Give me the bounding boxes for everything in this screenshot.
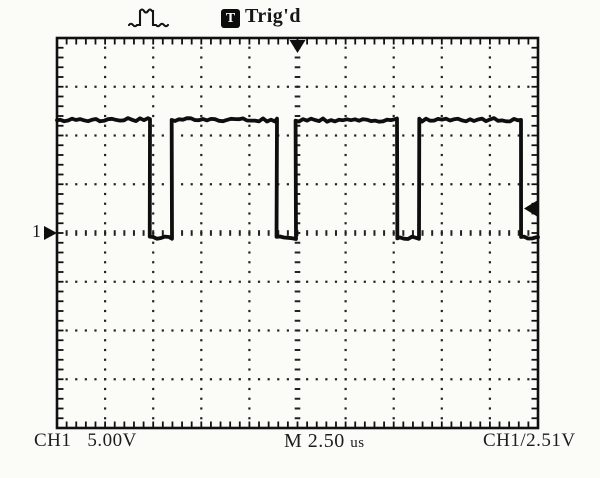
trigger-position-marker bbox=[289, 40, 306, 53]
ch1-scale-readout: CH1 5.00V bbox=[34, 430, 137, 452]
pulse-waveform-icon bbox=[128, 8, 170, 28]
graticule bbox=[55, 36, 540, 430]
channel1-reference-arrow bbox=[44, 226, 57, 240]
timebase-label: M bbox=[284, 430, 303, 452]
timebase-value: 2.50 bbox=[307, 430, 345, 452]
trigger-source-readout: CH1/2.51V bbox=[483, 430, 576, 452]
ch1-label: CH1 bbox=[34, 430, 72, 451]
trigger-level-marker bbox=[524, 200, 538, 218]
trigger-status-text: Trig'd bbox=[245, 5, 301, 27]
timebase-readout: M 2.50 us bbox=[284, 430, 365, 453]
channel1-reference-number: 1 bbox=[32, 221, 41, 241]
trigger-status-badge: T bbox=[221, 9, 240, 28]
ch1-waveform-trace bbox=[55, 116, 540, 241]
trigger-source-value: CH1/2.51V bbox=[483, 430, 576, 451]
ch1-scale-value: 5.00V bbox=[87, 430, 137, 451]
trigger-badge-letter: T bbox=[225, 11, 236, 26]
timebase-unit: us bbox=[350, 435, 365, 451]
